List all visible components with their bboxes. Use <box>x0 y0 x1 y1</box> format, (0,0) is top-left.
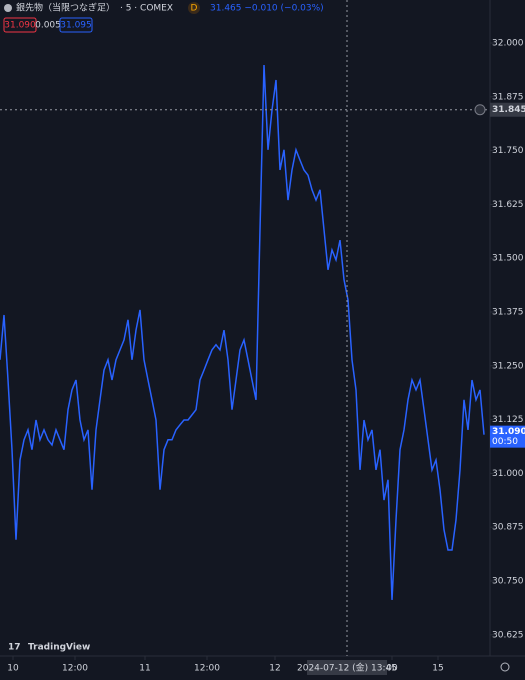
crosshair-plus[interactable] <box>474 104 486 116</box>
symbol-icon <box>4 4 12 12</box>
y-tick-label: 30.875 <box>492 523 524 533</box>
x-tick-label: 15 <box>432 664 443 674</box>
ask-box[interactable] <box>59 17 93 33</box>
bid-box[interactable] <box>3 17 37 33</box>
spread: 0.005 <box>35 21 61 31</box>
logo[interactable]: TradingView <box>28 643 90 653</box>
y-tick-label: 31.125 <box>492 415 524 425</box>
countdown: 00:50 <box>492 437 518 447</box>
y-tick-label: 32.000 <box>492 39 524 49</box>
logo-mark: 17 <box>8 643 21 653</box>
flag-badge <box>188 2 200 14</box>
flag: D <box>191 4 198 14</box>
y-tick-label: 31.625 <box>492 200 524 210</box>
crosshair-x-label: 2024-07-12 (金) 13:45 <box>297 662 397 674</box>
x-tick-label: 12:00 <box>62 664 88 674</box>
y-tick-label: 31.500 <box>492 254 524 264</box>
bid[interactable]: 31.090 <box>4 21 36 31</box>
x-tick-label: 12:00 <box>194 664 220 674</box>
settings-icon[interactable] <box>500 662 510 672</box>
y-tick-label: 31.750 <box>492 146 524 156</box>
y-tick-label: 30.750 <box>492 576 524 586</box>
y-tick-label: 31.875 <box>492 92 524 102</box>
quote: 31.465 −0.010 (−0.03%) <box>210 4 324 14</box>
x-tick-label: 00 <box>386 664 398 674</box>
price-line <box>0 64 485 600</box>
crosshair-y-box <box>490 102 525 117</box>
x-tick-label: 11 <box>139 664 150 674</box>
y-tick-label: 30.625 <box>492 630 524 640</box>
interval: · 5 · COMEX <box>120 4 173 14</box>
crosshair-x-box <box>307 660 387 675</box>
crosshair-y-label: 31.845 <box>492 105 525 115</box>
x-tick-label: 12 <box>269 664 280 674</box>
last-price-label: 31.090 <box>492 427 525 437</box>
y-tick-label: 31.000 <box>492 469 524 479</box>
y-tick-label: 31.375 <box>492 308 524 318</box>
ask[interactable]: 31.095 <box>60 21 92 31</box>
x-tick-label: 10 <box>7 664 19 674</box>
symbol: 銀先物（当限つなぎ足） <box>16 2 115 14</box>
last-price-box <box>490 425 525 448</box>
y-tick-label: 31.250 <box>492 361 524 371</box>
